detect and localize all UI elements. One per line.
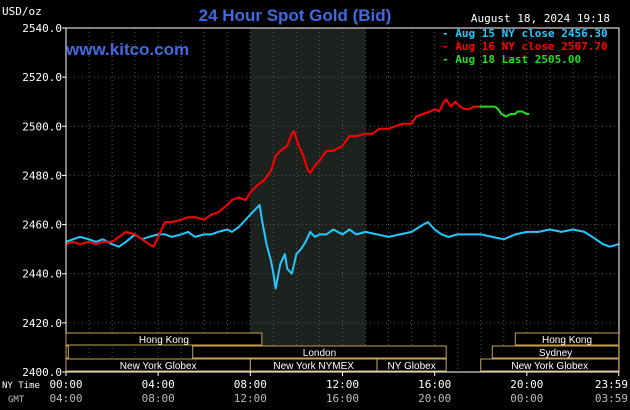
y-tick-label: 2400.0 — [22, 366, 62, 379]
session-label: Hong Kong — [542, 335, 592, 346]
y-tick-label: 2500.0 — [22, 120, 62, 133]
y-tick-label: 2540.0 — [22, 22, 62, 35]
x-tick-label-gmt: 16:00 — [326, 392, 359, 405]
session-bar — [65, 332, 263, 346]
chart-title: 24 Hour Spot Gold (Bid) — [199, 6, 392, 25]
x-tick-label-ny: 23:59 — [595, 378, 628, 391]
session-label: New York Globex — [511, 361, 588, 372]
watermark: www.kitco.com — [65, 40, 189, 59]
highlight-period — [250, 28, 366, 372]
plot-area — [65, 27, 620, 373]
x-tick-label-gmt: 12:00 — [234, 392, 267, 405]
x-tick-label-ny: 08:00 — [234, 378, 267, 391]
session-label: NY Globex — [388, 361, 436, 372]
x-tick-label-gmt: 08:00 — [142, 392, 175, 405]
x-tick-label-gmt: 20:00 — [418, 392, 451, 405]
x-axis-label-gmt: GMT — [8, 395, 25, 405]
x-tick-label-gmt: 04:00 — [49, 392, 82, 405]
legend-entry-1: - Aug 15 NY close 2456.30 — [442, 27, 608, 40]
x-tick-label-gmt: 03:59 — [595, 392, 628, 405]
y-axis: 2540.0 2520.0 2500.0 2480.0 2460.0 2440.0 2420… — [22, 22, 66, 379]
session-label: Hong Kong — [139, 335, 189, 346]
x-tick-label-ny: 04:00 — [142, 378, 175, 391]
y-tick-label: 2440.0 — [22, 268, 62, 281]
session-label: Sydney — [539, 348, 572, 359]
x-tick-label-gmt: 00:00 — [510, 392, 543, 405]
legend-entry-3: - Aug 18 Last 2505.00 — [442, 53, 581, 66]
x-tick-label-ny: 12:00 — [326, 378, 359, 391]
session-label: New York NYMEX — [273, 361, 354, 372]
session-bar — [514, 332, 620, 346]
x-tick-label-ny: 20:00 — [510, 378, 543, 391]
session-bar — [376, 358, 447, 372]
x-tick-label-ny: 16:00 — [418, 378, 451, 391]
y-tick-label: 2480.0 — [22, 169, 62, 182]
series-line-3 — [479, 105, 530, 118]
y-unit-label: USD/oz — [2, 5, 42, 18]
legend: - Aug 15 NY close 2456.30- Aug 16 NY clo… — [442, 27, 608, 66]
session-bar — [480, 358, 620, 372]
market-sessions: Hong Kong London New York Globex New York N… — [65, 332, 620, 372]
x-axis-label-ny: NY Time — [2, 381, 40, 391]
y-tick-label: 2520.0 — [22, 71, 62, 84]
y-tick-label: 2420.0 — [22, 317, 62, 330]
session-label: New York Globex — [120, 361, 197, 372]
x-tick-label-ny: 00:00 — [49, 378, 82, 391]
legend-entry-2: - Aug 16 NY close 2507.70 — [442, 40, 608, 53]
timestamp: August 18, 2024 19:18 — [471, 12, 610, 25]
session-bar — [491, 345, 620, 359]
y-tick-label: 2460.0 — [22, 219, 62, 232]
series-line-2 — [65, 98, 480, 248]
x-axis: 00:0004:0004:0008:0008:0012:0012:0016:00… — [49, 372, 628, 405]
session-bar — [192, 345, 447, 359]
session-label: London — [303, 348, 336, 359]
session-bar — [65, 345, 69, 359]
